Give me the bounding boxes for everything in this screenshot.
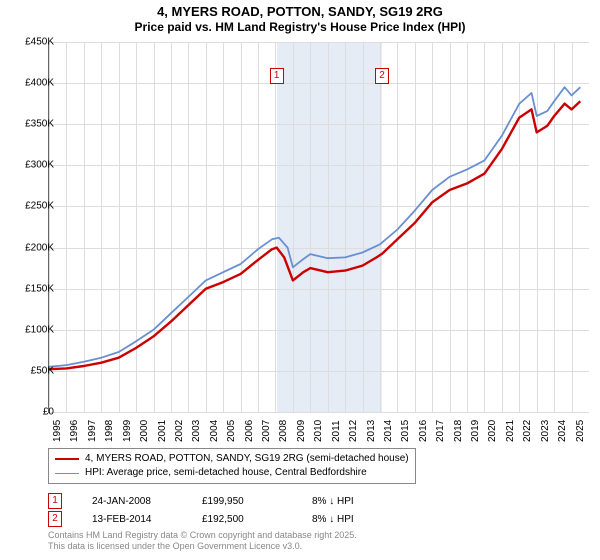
legend-swatch-hpi bbox=[55, 473, 79, 474]
sale-price: £199,950 bbox=[202, 496, 282, 507]
y-tick-label: £100K bbox=[25, 324, 54, 335]
y-tick-label: £400K bbox=[25, 78, 54, 89]
y-tick-label: £50K bbox=[31, 365, 54, 376]
y-tick-label: £450K bbox=[25, 37, 54, 48]
legend-row-2: HPI: Average price, semi-detached house,… bbox=[55, 466, 409, 480]
y-tick-label: £200K bbox=[25, 242, 54, 253]
y-tick-label: £300K bbox=[25, 160, 54, 171]
sales-table: 1 24-JAN-2008 £199,950 8% ↓ HPI 2 13-FEB… bbox=[48, 492, 392, 528]
x-tick-label: 2016 bbox=[418, 420, 429, 442]
x-tick-label: 2008 bbox=[278, 420, 289, 442]
footer-line-2: This data is licensed under the Open Gov… bbox=[48, 541, 357, 552]
marker-icon: 2 bbox=[48, 511, 62, 527]
sale-date: 24-JAN-2008 bbox=[92, 496, 172, 507]
x-tick-label: 2015 bbox=[400, 420, 411, 442]
legend-label-1: 4, MYERS ROAD, POTTON, SANDY, SG19 2RG (… bbox=[85, 452, 409, 466]
sale-marker-1: 1 bbox=[270, 68, 284, 84]
x-tick-label: 2011 bbox=[331, 420, 342, 442]
x-tick-label: 1998 bbox=[104, 420, 115, 442]
y-tick-label: £0 bbox=[43, 407, 54, 418]
y-tick-label: £350K bbox=[25, 119, 54, 130]
sale-date: 13-FEB-2014 bbox=[92, 514, 172, 525]
x-tick-label: 2017 bbox=[435, 420, 446, 442]
legend-label-2: HPI: Average price, semi-detached house,… bbox=[85, 466, 367, 480]
sale-marker-2: 2 bbox=[375, 68, 389, 84]
x-tick-label: 2013 bbox=[366, 420, 377, 442]
table-row: 2 13-FEB-2014 £192,500 8% ↓ HPI bbox=[48, 510, 392, 528]
x-tick-label: 2010 bbox=[313, 420, 324, 442]
x-tick-label: 2019 bbox=[470, 420, 481, 442]
legend: 4, MYERS ROAD, POTTON, SANDY, SG19 2RG (… bbox=[48, 448, 416, 484]
x-tick-label: 2004 bbox=[209, 420, 220, 442]
chart-container: 4, MYERS ROAD, POTTON, SANDY, SG19 2RG P… bbox=[0, 0, 600, 560]
x-tick-label: 2007 bbox=[261, 420, 272, 442]
footer-line-1: Contains HM Land Registry data © Crown c… bbox=[48, 530, 357, 541]
x-tick-label: 2025 bbox=[575, 420, 586, 442]
grid-line bbox=[49, 412, 589, 413]
sale-delta: 8% ↓ HPI bbox=[312, 514, 392, 525]
x-tick-label: 2022 bbox=[522, 420, 533, 442]
y-tick-label: £250K bbox=[25, 201, 54, 212]
x-tick-label: 2002 bbox=[174, 420, 185, 442]
title-block: 4, MYERS ROAD, POTTON, SANDY, SG19 2RG P… bbox=[0, 0, 600, 34]
table-row: 1 24-JAN-2008 £199,950 8% ↓ HPI bbox=[48, 492, 392, 510]
x-tick-label: 2020 bbox=[487, 420, 498, 442]
marker-icon: 1 bbox=[48, 493, 62, 509]
x-tick-label: 2009 bbox=[296, 420, 307, 442]
series-hpi bbox=[49, 87, 580, 367]
x-tick-label: 1995 bbox=[52, 420, 63, 442]
series-price_paid bbox=[49, 101, 580, 369]
x-tick-label: 1997 bbox=[87, 420, 98, 442]
x-tick-label: 2023 bbox=[540, 420, 551, 442]
chart-svg bbox=[49, 42, 589, 412]
x-tick-label: 1996 bbox=[69, 420, 80, 442]
x-tick-label: 2021 bbox=[505, 420, 516, 442]
sale-delta: 8% ↓ HPI bbox=[312, 496, 392, 507]
x-tick-label: 2012 bbox=[348, 420, 359, 442]
footer: Contains HM Land Registry data © Crown c… bbox=[48, 530, 357, 552]
x-tick-label: 1999 bbox=[122, 420, 133, 442]
legend-swatch-price-paid bbox=[55, 458, 79, 460]
title-main: 4, MYERS ROAD, POTTON, SANDY, SG19 2RG bbox=[0, 4, 600, 19]
x-tick-label: 2018 bbox=[453, 420, 464, 442]
x-tick-label: 2024 bbox=[557, 420, 568, 442]
x-tick-label: 2014 bbox=[383, 420, 394, 442]
chart-plot-area: 12 bbox=[48, 42, 589, 413]
title-sub: Price paid vs. HM Land Registry's House … bbox=[0, 20, 600, 34]
x-tick-label: 2001 bbox=[157, 420, 168, 442]
y-tick-label: £150K bbox=[25, 283, 54, 294]
x-tick-label: 2003 bbox=[191, 420, 202, 442]
x-tick-label: 2005 bbox=[226, 420, 237, 442]
legend-row-1: 4, MYERS ROAD, POTTON, SANDY, SG19 2RG (… bbox=[55, 452, 409, 466]
x-tick-label: 2006 bbox=[244, 420, 255, 442]
sale-price: £192,500 bbox=[202, 514, 282, 525]
x-tick-label: 2000 bbox=[139, 420, 150, 442]
